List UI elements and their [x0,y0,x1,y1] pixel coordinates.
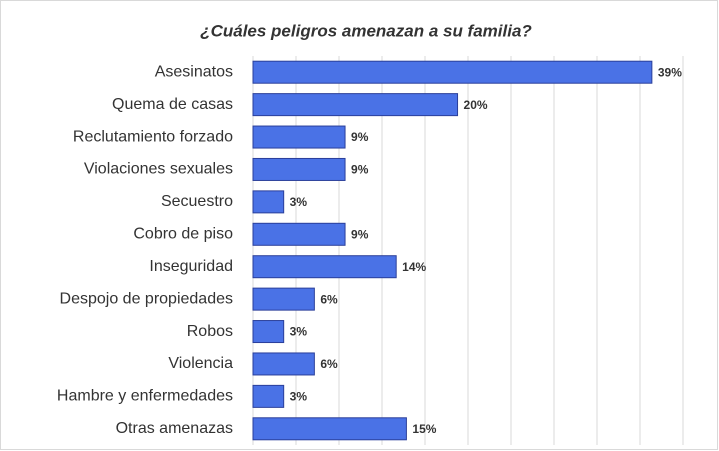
value-label: 39% [658,65,682,79]
y-tick-label: Inseguridad [149,258,233,275]
y-tick-label: Robos [187,323,233,340]
bar [252,320,285,344]
y-tick-label: Despojo de propiedades [60,290,233,307]
bar [252,93,459,117]
y-tick-label: Otras amenazas [116,420,233,437]
bar [252,60,653,84]
value-label: 3% [290,325,308,339]
y-tick-label: Reclutamiento forzado [73,128,233,145]
bar [252,125,346,149]
bar [252,417,407,441]
value-label: 9% [351,130,369,144]
value-label: 14% [402,260,426,274]
bar [252,190,285,214]
value-label: 9% [351,163,369,177]
bar [252,255,397,279]
value-label: 3% [290,390,308,404]
value-label: 15% [412,422,436,436]
y-tick-label: Quema de casas [112,96,233,113]
bar [252,157,346,181]
y-tick-label: Violaciones sexuales [84,161,233,178]
bar [252,222,346,246]
y-tick-label: Violencia [168,355,233,372]
value-label: 3% [290,195,308,209]
value-label: 6% [320,292,338,306]
grid [252,56,684,445]
y-tick-label: Asesinatos [155,63,233,80]
y-tick-label: Secuestro [161,193,233,210]
bar [252,352,315,376]
chart-title: ¿Cuáles peligros amenazan a su familia? [200,21,532,40]
value-label: 20% [464,98,488,112]
value-label: 9% [351,227,369,241]
bar [252,384,285,408]
bar [252,287,315,311]
y-tick-label: Cobro de piso [133,226,233,243]
value-label: 6% [320,357,338,371]
y-tick-label: Hambre y enfermedades [57,388,233,405]
